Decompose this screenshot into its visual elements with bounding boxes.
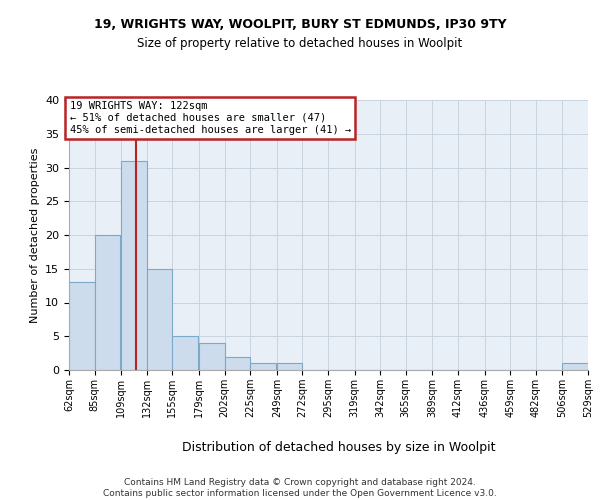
Text: Contains HM Land Registry data © Crown copyright and database right 2024.
Contai: Contains HM Land Registry data © Crown c…: [103, 478, 497, 498]
Text: Size of property relative to detached houses in Woolpit: Size of property relative to detached ho…: [137, 38, 463, 51]
Bar: [562, 363, 588, 370]
Text: 19 WRIGHTS WAY: 122sqm
← 51% of detached houses are smaller (47)
45% of semi-det: 19 WRIGHTS WAY: 122sqm ← 51% of detached…: [70, 102, 351, 134]
Bar: [250, 363, 276, 370]
Bar: [147, 269, 172, 370]
Y-axis label: Number of detached properties: Number of detached properties: [29, 148, 40, 322]
Bar: [172, 336, 198, 370]
Bar: [199, 343, 224, 370]
Text: Distribution of detached houses by size in Woolpit: Distribution of detached houses by size …: [182, 441, 496, 454]
Text: 19, WRIGHTS WAY, WOOLPIT, BURY ST EDMUNDS, IP30 9TY: 19, WRIGHTS WAY, WOOLPIT, BURY ST EDMUND…: [94, 18, 506, 30]
Bar: [224, 356, 250, 370]
Bar: [69, 282, 95, 370]
Bar: [277, 363, 302, 370]
Bar: [95, 235, 120, 370]
Bar: [121, 161, 147, 370]
